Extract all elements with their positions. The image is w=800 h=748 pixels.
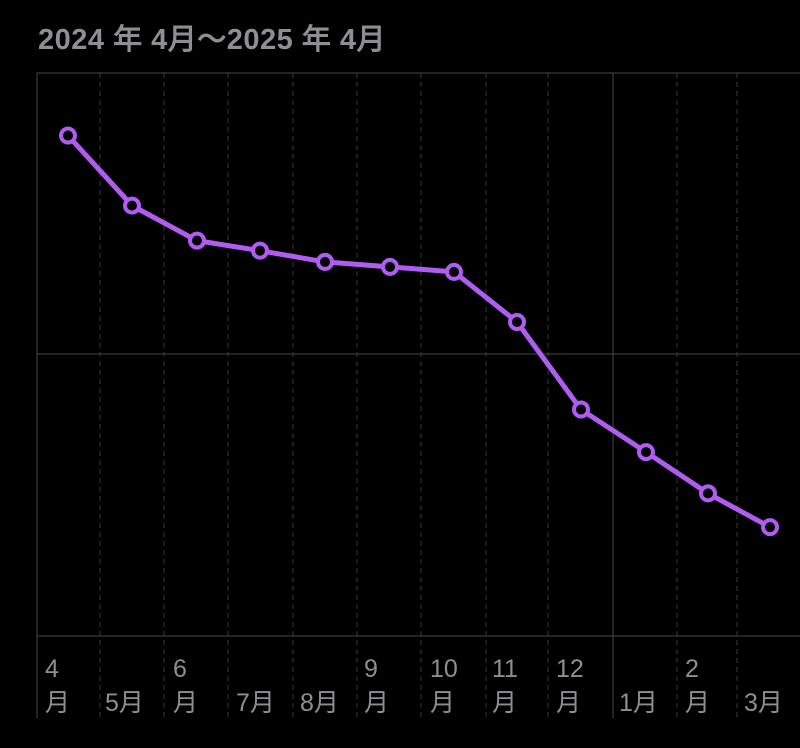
x-tick-label-3-top: 6 [173, 655, 187, 683]
x-tick-label-6-top: 9 [364, 655, 378, 683]
x-axis-tick-labels: 4 月 5月 6 月 7月 8月 9 月 10 月 11 月 12 月 1月 2 月 3月 [45, 655, 783, 717]
data-point-11[interactable] [699, 484, 717, 503]
data-point-2[interactable] [123, 196, 141, 215]
data-point-6[interactable] [381, 257, 399, 276]
data-point-5[interactable] [316, 252, 334, 271]
data-points [59, 126, 779, 537]
x-tick-label-7-top: 10 [430, 655, 458, 683]
data-point-8[interactable] [508, 312, 526, 331]
x-tick-label-1-top: 4 [45, 655, 59, 683]
series-polyline [65, 133, 773, 530]
x-tick-label-12-bottom: 3月 [744, 689, 783, 717]
grid-lines [36, 72, 800, 718]
series-line [65, 133, 773, 530]
data-point-9[interactable] [572, 400, 590, 419]
x-tick-label-7-bottom: 月 [430, 689, 455, 717]
x-tick-label-8-top: 11 [492, 655, 518, 683]
data-point-10[interactable] [637, 443, 655, 462]
x-tick-label-6-bottom: 月 [364, 689, 389, 717]
x-tick-label-5-bottom: 8月 [300, 689, 339, 717]
x-tick-label-3-bottom: 月 [173, 689, 198, 717]
x-tick-label-2-bottom: 5月 [105, 689, 144, 717]
date-range-label: 2024 年 4月〜2025 年 4月 [38, 24, 387, 56]
data-point-4[interactable] [251, 241, 269, 260]
x-tick-label-11-top: 2 [685, 655, 699, 683]
x-tick-label-4-bottom: 7月 [236, 689, 275, 717]
data-point-12[interactable] [761, 518, 779, 537]
data-point-7[interactable] [445, 262, 463, 281]
x-tick-label-9-top: 12 [556, 655, 584, 683]
x-tick-label-8-bottom: 月 [492, 689, 517, 717]
x-tick-label-11-bottom: 月 [685, 689, 710, 717]
data-point-3[interactable] [188, 231, 206, 250]
data-point-1[interactable] [59, 126, 77, 145]
x-tick-label-1-bottom: 月 [45, 689, 70, 717]
x-tick-label-10-bottom: 1月 [619, 689, 658, 717]
x-tick-label-9-bottom: 月 [556, 689, 581, 717]
